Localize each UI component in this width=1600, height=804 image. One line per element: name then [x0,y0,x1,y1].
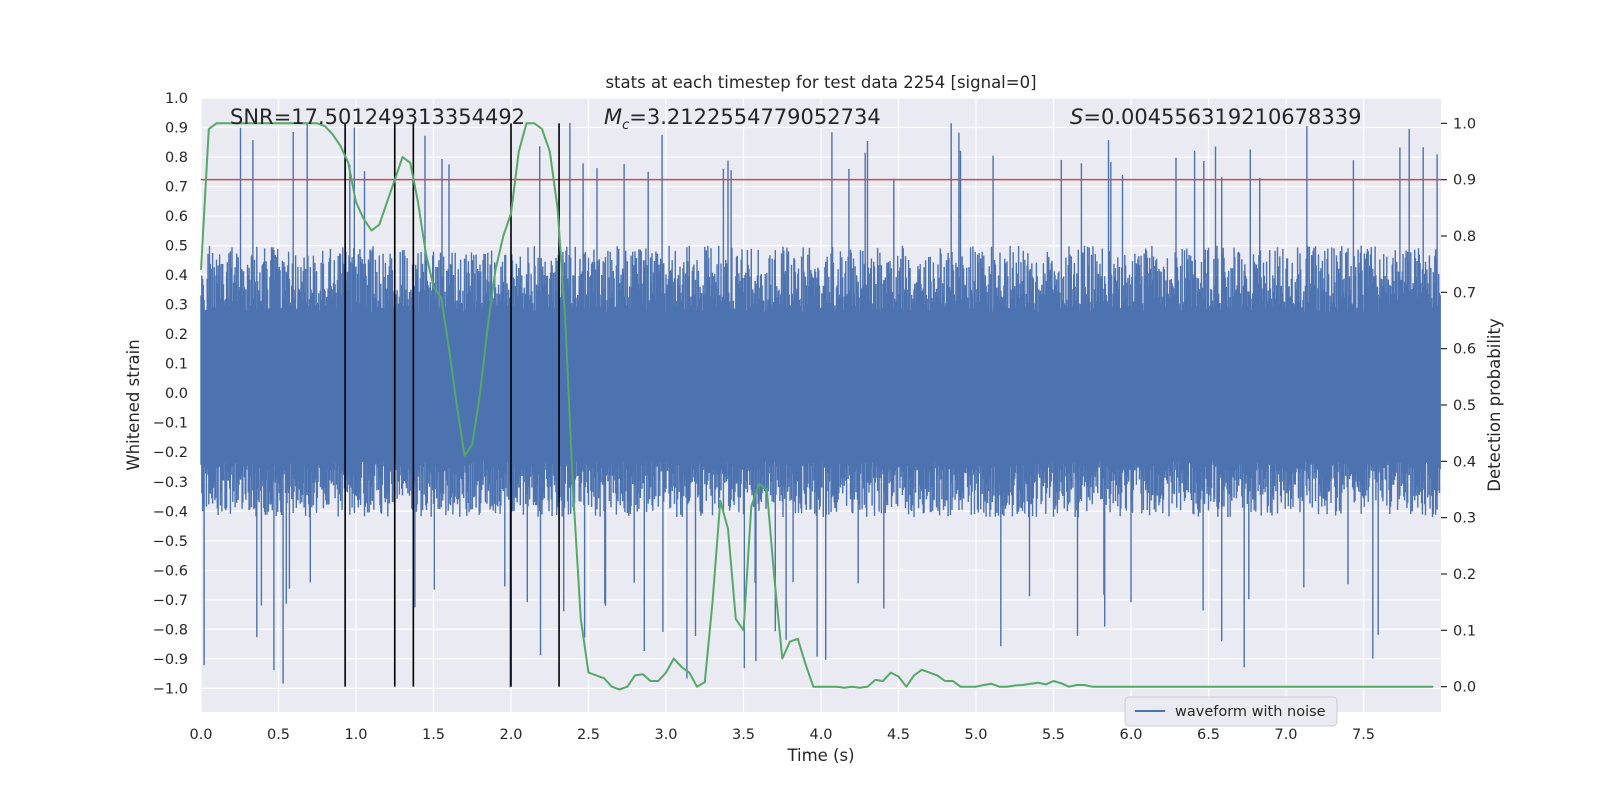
x-tick-label: 6.5 [1197,727,1220,743]
waveform-series [200,122,1441,688]
y2-tick-label: 0.2 [1453,567,1476,583]
y-tick-label: 0.0 [165,386,188,402]
chirp-mass-annotation: Mc=3.2122554779052734 [604,105,881,133]
x-tick-label: 2.5 [577,727,600,743]
y2-tick-label: 0.7 [1453,285,1476,301]
s-value: =0.004556319210678339 [1083,105,1361,129]
y-axis-label: Whitened strain [124,339,143,470]
legend: waveform with noise [1124,696,1338,727]
y2-tick-label: 0.4 [1453,454,1476,470]
y2-tick-label: 0.6 [1453,342,1476,358]
chirp-mass-subscript: c [622,118,629,133]
x-tick-label: 4.0 [809,727,832,743]
x-tick-label: 0.0 [189,727,212,743]
y-tick-label: −0.2 [153,445,188,461]
chirp-mass-value: =3.2122554779052734 [629,105,880,129]
y-tick-label: −0.4 [153,504,188,520]
y-tick-label: 0.8 [165,150,188,166]
x-tick-label: 3.0 [654,727,677,743]
waveform-trace [200,122,1441,688]
x-tick-label: 1.0 [344,727,367,743]
y2-tick-label: 0.1 [1453,623,1476,639]
y2-tick-label: 0.8 [1453,229,1476,245]
y2-axis-ticks: 1.0 0.9 0.8 0.7 0.6 0.5 0.4 0.3 0.2 0.1 0.0 [1441,116,1476,696]
y-tick-label: 0.4 [165,268,188,284]
y-tick-label: 0.9 [165,121,188,137]
y2-tick-label: 0.0 [1453,680,1476,696]
x-tick-label: 0.5 [267,727,290,743]
snr-annotation: SNR=17.501249313354492 [230,105,525,129]
s-annotation: S=0.004556319210678339 [1070,105,1361,129]
chirp-mass-symbol: M [604,105,622,129]
y2-tick-label: 0.9 [1453,173,1476,189]
y2-tick-label: 0.5 [1453,398,1476,414]
y-tick-label: −0.3 [153,475,188,491]
y-tick-label: −0.6 [153,563,188,579]
x-axis-ticks: 0.0 0.5 1.0 1.5 2.0 2.5 3.0 3.5 4.0 4.5 5.0 5.5 6.0 6… [189,727,1375,743]
x-tick-label: 5.0 [964,727,987,743]
y-tick-label: 0.2 [165,327,188,343]
y-tick-label: 0.7 [165,180,188,196]
y-tick-label: −0.8 [153,622,188,638]
probability-series [200,122,1434,691]
y-tick-label: −0.1 [153,416,188,432]
y-tick-label: 0.1 [165,357,188,373]
x-axis-label: Time (s) [786,746,854,765]
y-tick-label: 0.6 [165,209,188,225]
x-tick-label: 4.5 [887,727,910,743]
y2-tick-label: 0.3 [1453,511,1476,527]
legend-entry-waveform: waveform with noise [1175,704,1326,720]
y2-tick-label: 1.0 [1453,116,1476,132]
x-tick-label: 3.5 [732,727,755,743]
y-tick-label: 0.5 [165,239,188,255]
x-tick-label: 6.0 [1119,727,1142,743]
x-tick-label: 7.0 [1274,727,1297,743]
y-tick-label: −1.0 [153,681,188,697]
y-tick-label: 0.3 [165,298,188,314]
y-tick-label: −0.5 [153,534,188,550]
legend-box [1124,696,1338,727]
y-axis-ticks: 1.0 0.9 0.8 0.7 0.6 0.5 0.4 0.3 0.2 0.1 0.0 −0.1 −0.… [153,91,188,697]
y2-axis-label: Detection probability [1485,318,1504,492]
s-symbol: S [1070,105,1083,129]
x-tick-label: 1.5 [422,727,445,743]
detection-probability-line [200,122,1434,691]
x-tick-label: 7.5 [1352,727,1375,743]
x-tick-label: 2.0 [499,727,522,743]
chart-title: stats at each timestep for test data 225… [605,73,1036,92]
y-tick-label: −0.7 [153,593,188,609]
x-tick-label: 5.5 [1042,727,1065,743]
y-tick-label: 1.0 [165,91,188,107]
y-tick-label: −0.9 [153,652,188,668]
